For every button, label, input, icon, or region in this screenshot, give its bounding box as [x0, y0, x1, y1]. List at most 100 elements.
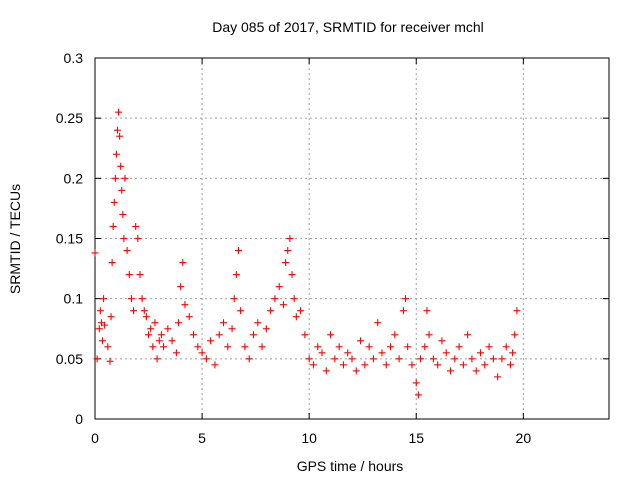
x-tick-label: 15: [408, 430, 424, 446]
data-point: [230, 295, 238, 303]
data-point: [423, 307, 431, 315]
data-point: [489, 355, 497, 363]
data-point: [232, 271, 240, 279]
data-point: [220, 319, 227, 327]
data-point: [412, 379, 420, 387]
data-point: [282, 259, 290, 267]
data-point: [344, 349, 352, 357]
data-point: [447, 367, 455, 375]
data-point: [118, 186, 126, 194]
data-point: [140, 307, 148, 315]
data-point: [421, 343, 429, 351]
data-point: [414, 391, 422, 399]
data-point: [181, 301, 189, 309]
data-point: [309, 361, 317, 369]
y-tick-label: 0.05: [56, 351, 83, 367]
data-point: [434, 361, 442, 369]
y-tick-labels: 0 0.05 0.1 0.15 0.2 0.25 0.3: [56, 50, 83, 427]
data-point: [130, 307, 138, 315]
data-point: [151, 319, 159, 327]
data-point: [149, 343, 157, 351]
data-point: [121, 174, 129, 182]
data-point: [485, 343, 493, 351]
data-point: [245, 355, 253, 363]
data-point: [314, 343, 322, 351]
data-point: [249, 331, 257, 339]
data-point: [119, 210, 127, 218]
data-point: [511, 331, 519, 339]
data-point: [185, 313, 193, 321]
data-point: [382, 361, 390, 369]
data-point: [262, 325, 270, 333]
data-point: [481, 361, 489, 369]
data-point: [100, 295, 108, 303]
data-point: [110, 198, 118, 206]
data-point: [98, 337, 106, 345]
data-point: [279, 301, 287, 309]
data-point: [451, 355, 459, 363]
data-point: [115, 108, 123, 116]
data-point: [494, 373, 502, 381]
data-point: [292, 313, 300, 321]
data-point: [125, 271, 133, 279]
data-point: [459, 361, 467, 369]
data-point: [116, 132, 124, 140]
data-point: [91, 249, 99, 257]
data-point: [442, 349, 450, 357]
data-point: [117, 162, 125, 170]
data-point: [455, 343, 463, 351]
data-point: [157, 331, 165, 339]
data-point: [404, 343, 412, 351]
data-point: [95, 325, 103, 333]
x-tick-labels: 0 5 10 15 20: [91, 430, 531, 446]
data-point: [352, 367, 360, 375]
data-point: [228, 325, 236, 333]
data-point: [509, 349, 517, 357]
data-point: [327, 331, 335, 339]
data-point: [284, 247, 292, 255]
data-point: [402, 295, 410, 303]
data-point: [132, 222, 140, 230]
data-point: [361, 361, 369, 369]
data-point: [224, 343, 232, 351]
data-point: [198, 349, 206, 357]
data-point: [106, 357, 114, 365]
data-point: [258, 343, 266, 351]
data-point: [399, 307, 407, 315]
data-point: [179, 259, 187, 267]
data-point: [271, 295, 279, 303]
data-point: [153, 355, 161, 363]
data-point: [472, 367, 480, 375]
data-point: [147, 325, 155, 333]
data-point: [429, 355, 437, 363]
data-point: [107, 313, 115, 321]
data-point: [506, 361, 514, 369]
data-point: [498, 355, 506, 363]
data-point: [374, 319, 382, 327]
data-point: [464, 331, 472, 339]
data-point: [134, 235, 142, 242]
y-axis-label: SRMTID / TECUs: [7, 184, 23, 294]
data-point: [155, 337, 163, 345]
data-point: [438, 337, 446, 345]
data-point: [237, 307, 245, 315]
data-point: [290, 295, 298, 303]
y-tick-label: 0.15: [56, 231, 83, 247]
x-tick-label: 10: [301, 430, 317, 446]
data-point: [267, 307, 275, 315]
data-point: [211, 361, 219, 369]
x-axis-label: GPS time / hours: [297, 458, 404, 474]
data-point: [395, 355, 403, 363]
data-point: [123, 247, 131, 255]
data-point: [234, 247, 242, 255]
data-point: [335, 343, 343, 351]
data-point: [286, 235, 294, 242]
data-point: [215, 331, 223, 339]
y-tick-label: 0.1: [64, 291, 84, 307]
y-tick-label: 0.2: [64, 170, 84, 186]
data-point: [172, 349, 180, 357]
data-point: [305, 355, 313, 363]
data-point: [348, 355, 356, 363]
data-point: [113, 126, 121, 134]
data-point: [387, 343, 395, 351]
